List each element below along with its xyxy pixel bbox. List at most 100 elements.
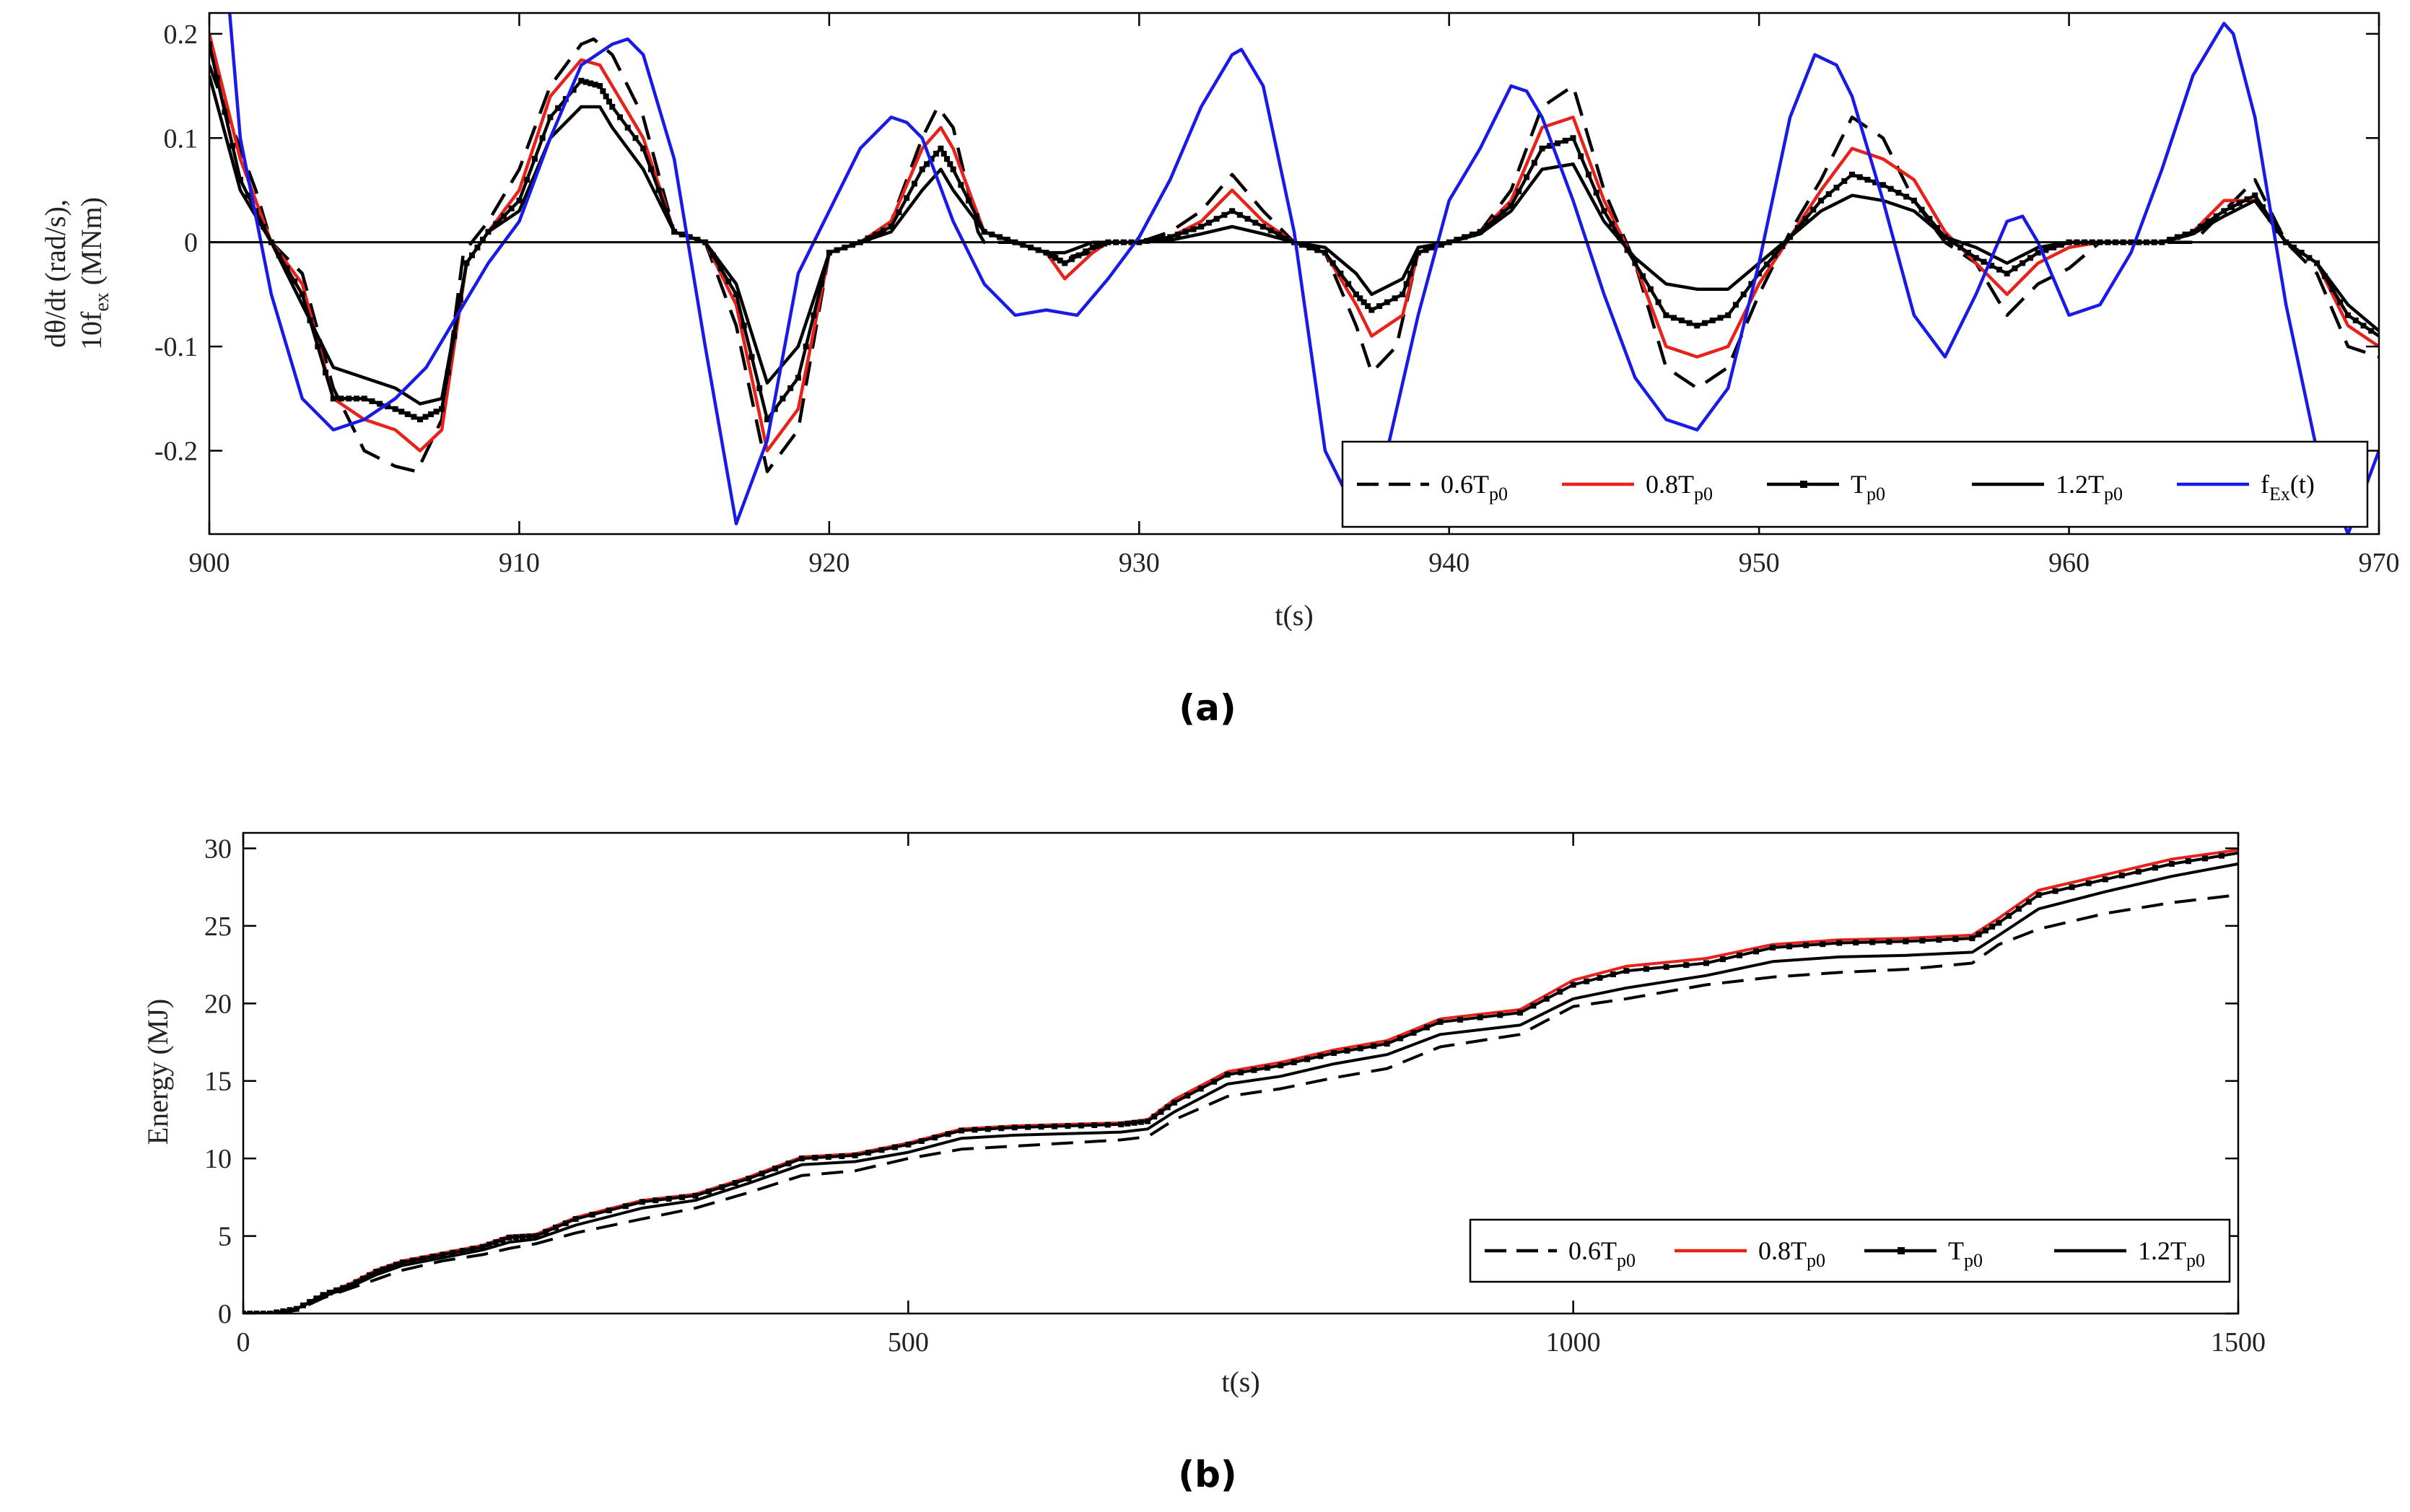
- series-marker: [1820, 941, 1826, 948]
- series-marker: [1238, 1069, 1244, 1075]
- y-axis-label-sub: ex: [91, 292, 113, 311]
- series-line-12tp0: [243, 862, 2238, 1314]
- series-marker: [1068, 256, 1075, 263]
- series-marker: [759, 1171, 765, 1177]
- series-marker: [1345, 281, 1352, 287]
- svg-text:dθ/dt (rad/s),: dθ/dt (rad/s),: [39, 199, 71, 348]
- series-marker: [500, 213, 507, 219]
- series-marker: [1104, 1122, 1111, 1128]
- series-marker: [1557, 989, 1563, 995]
- series-marker: [1887, 185, 1894, 192]
- series-marker: [320, 1292, 326, 1298]
- series-marker: [1322, 250, 1328, 256]
- series-marker: [798, 1155, 805, 1162]
- series-marker: [1477, 229, 1483, 235]
- series-marker: [873, 231, 879, 237]
- series-marker: [359, 1275, 366, 1282]
- series-marker: [933, 150, 940, 157]
- series-marker: [905, 1141, 912, 1148]
- series-marker: [1562, 137, 1568, 144]
- series-marker: [1392, 295, 1398, 302]
- series-marker: [578, 77, 585, 84]
- series-marker: [1407, 271, 1414, 276]
- series-marker: [1753, 948, 1760, 955]
- series-marker: [1686, 320, 1693, 326]
- series-marker: [2015, 906, 2022, 912]
- series-marker: [1585, 171, 1592, 178]
- series-marker: [299, 291, 305, 297]
- series-marker: [393, 1262, 399, 1268]
- series-marker: [1158, 1109, 1164, 1115]
- series-marker: [1678, 317, 1685, 323]
- series-marker: [1229, 208, 1236, 214]
- series-marker: [748, 354, 755, 360]
- series-marker: [2027, 255, 2033, 261]
- series-marker: [1057, 257, 1063, 263]
- series-marker: [839, 1153, 845, 1159]
- series-marker: [1593, 190, 1599, 196]
- series-marker: [1411, 260, 1418, 266]
- series-marker: [1524, 174, 1530, 180]
- series-marker: [486, 1241, 492, 1248]
- series-marker: [1011, 1124, 1018, 1131]
- series-marker: [624, 124, 631, 131]
- axis-ticks-b: 0 500 1000 1500 0 5 10 15 20 25 30: [204, 833, 2266, 1358]
- series-marker: [1965, 250, 1972, 256]
- series-marker: [1903, 193, 1910, 200]
- series-marker: [1725, 312, 1732, 318]
- series-marker: [1145, 1118, 1151, 1124]
- series-marker: [333, 1287, 339, 1293]
- series-marker: [330, 396, 336, 402]
- series-marker: [609, 103, 616, 110]
- x-tick-label: 930: [1119, 548, 1160, 578]
- series-marker: [878, 1147, 885, 1153]
- series-marker: [428, 411, 435, 417]
- series-marker: [1364, 303, 1371, 310]
- series-marker: [818, 281, 825, 287]
- legend-a: 0.6Tp0 0.8Tp0 Tp0 1.2Tp0 fEx(t): [1341, 440, 2369, 528]
- series-marker: [1647, 286, 1654, 292]
- series-marker: [998, 1125, 1005, 1132]
- series-marker: [2052, 888, 2058, 894]
- series-marker: [392, 406, 398, 412]
- series-marker: [1919, 938, 1926, 944]
- series-marker: [1516, 1010, 1523, 1016]
- series-marker: [353, 1279, 359, 1285]
- series-marker: [1500, 209, 1506, 216]
- series-marker: [1988, 263, 1995, 269]
- series-marker: [433, 408, 440, 415]
- series-marker: [1508, 203, 1514, 209]
- series-marker: [411, 414, 417, 420]
- series-marker: [2006, 912, 2012, 919]
- series-marker: [1244, 216, 1251, 222]
- series-marker: [852, 1152, 858, 1158]
- series-marker: [1701, 320, 1708, 326]
- y-axis-label-a: dθ/dt (rad/s), 10fex (MNm): [39, 197, 113, 350]
- series-marker: [1982, 927, 1988, 934]
- y-tick-label: 0: [184, 228, 198, 258]
- series-marker: [2218, 852, 2225, 859]
- series-marker: [1864, 177, 1871, 183]
- series-marker: [2004, 271, 2010, 276]
- x-tick-label: 970: [2359, 548, 2400, 578]
- series-marker: [780, 396, 786, 402]
- series-marker: [409, 1257, 416, 1264]
- series-marker: [945, 1131, 951, 1137]
- series-marker: [479, 1244, 486, 1250]
- series-marker: [1213, 216, 1220, 222]
- series-marker: [506, 1234, 512, 1241]
- series-marker: [1131, 1119, 1138, 1126]
- chart-panel-a: 900 910 920 930 940 950 960 970-0.2-0.100.10.2 …: [39, 12, 2400, 729]
- series-marker: [2337, 299, 2344, 305]
- series-marker: [1825, 191, 1832, 197]
- series-marker: [1584, 978, 1590, 984]
- series-marker: [1903, 938, 1909, 945]
- series-marker: [533, 1233, 539, 1239]
- legend-label: 1.2Tp0: [2056, 470, 2123, 504]
- series-marker: [1376, 303, 1383, 310]
- series-marker: [911, 180, 917, 187]
- x-axis-label-a: t(s): [1275, 599, 1313, 632]
- series-marker: [1543, 995, 1550, 1002]
- series-marker: [373, 1268, 380, 1275]
- series-marker: [209, 41, 212, 48]
